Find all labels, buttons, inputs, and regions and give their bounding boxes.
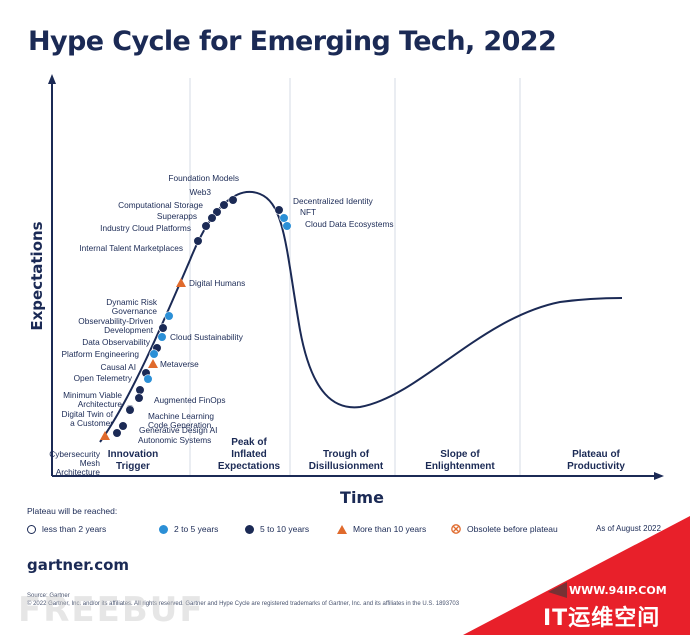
label-dynamic-risk-governance: Dynamic Risk Governance <box>106 297 158 316</box>
marker-metaverse-triangle-icon <box>148 359 158 368</box>
marker-decentralized-identity <box>274 205 284 215</box>
marker-cloud-sustainability <box>157 332 167 342</box>
phase-label-slope: Slope of Enlightenment <box>425 449 495 472</box>
legend-item-obsolete: Obsolete before plateau <box>451 524 558 534</box>
phase-label-innovation-trigger: Innovation Trigger <box>108 449 159 472</box>
label-industry-cloud-platforms: Industry Cloud Platforms <box>100 223 191 233</box>
badge-triangle <box>463 516 690 635</box>
legend-item-less-than-2: less than 2 years <box>27 524 106 534</box>
label-cloud-data-ecosystems: Cloud Data Ecosystems <box>305 219 394 229</box>
legend-item-more-than-10: More than 10 years <box>337 524 426 534</box>
crossed-circle-icon <box>451 524 461 534</box>
as-of-date: As of August 2022 <box>596 524 661 533</box>
marker-generative-design-ai <box>118 421 128 431</box>
label-superapps: Superapps <box>157 211 197 221</box>
phase-dividers <box>189 78 521 476</box>
phase-label-plateau: Plateau of Productivity <box>567 449 625 472</box>
phase-label-trough: Trough of Disillusionment <box>309 449 384 472</box>
marker-platform-engineering <box>149 349 159 359</box>
marker-computational-storage <box>212 207 222 217</box>
label-decentralized-identity: Decentralized Identity <box>293 196 374 206</box>
marker-cloud-data-ecosystems <box>282 221 292 231</box>
label-minimum-viable-architecture: Minimum Viable Architecture <box>63 390 122 409</box>
legend-title: Plateau will be reached: <box>27 506 118 516</box>
label-computational-storage: Computational Storage <box>118 200 203 210</box>
marker-web3 <box>219 200 229 210</box>
source-line: Source: Gartner <box>27 593 70 599</box>
label-open-telemetry: Open Telemetry <box>74 373 133 383</box>
label-machine-learning-code-generation: Machine Learning Code Generation <box>148 411 214 430</box>
badge-url: WWW.94IP.COM <box>569 584 667 597</box>
legend-label: Obsolete before plateau <box>467 524 558 534</box>
triangle-icon <box>337 524 347 534</box>
legend-item-2-to-5: 2 to 5 years <box>159 524 218 534</box>
y-axis-label: Expectations <box>28 221 46 330</box>
marker-nft <box>279 213 289 223</box>
badge-shadow <box>548 582 567 598</box>
marker-cybersecurity-mesh-architecture-triangle-icon <box>100 431 110 440</box>
label-nft: NFT <box>300 207 316 217</box>
legend: Plateau will be reached: less than 2 yea… <box>27 506 667 546</box>
marker-augmented-finops <box>134 393 144 403</box>
marker-internal-talent-marketplaces <box>193 236 203 246</box>
label-digital-twin-of-a-customer: Digital Twin of a Customer <box>62 409 114 428</box>
navy-circle-icon <box>245 524 254 534</box>
legend-label: 5 to 10 years <box>260 524 310 534</box>
x-axis-arrow <box>654 472 664 480</box>
label-web3: Web3 <box>189 187 211 197</box>
label-foundation-models: Foundation Models <box>168 173 239 183</box>
x-axis-label: Time <box>340 488 384 507</box>
marker-dynamic-risk-governance <box>164 311 174 321</box>
label-causal-ai: Causal AI <box>100 362 136 372</box>
label-metaverse: Metaverse <box>160 359 199 369</box>
phase-label-peak: Peak of Inflated Expectations <box>218 437 281 472</box>
blue-circle-icon <box>159 524 168 534</box>
copyright-line: © 2022 Gartner, Inc. and/or its affiliat… <box>27 601 460 607</box>
label-digital-humans: Digital Humans <box>189 278 245 288</box>
freebuf-watermark: FREEBUF <box>18 590 205 630</box>
label-autonomic-systems: Autonomic Systems <box>138 435 211 445</box>
label-generative-design-ai: Generative Design AI <box>139 425 217 435</box>
marker-autonomic-systems <box>112 428 122 438</box>
marker-foundation-models <box>228 195 238 205</box>
label-internal-talent-marketplaces: Internal Talent Marketplaces <box>79 243 183 253</box>
hype-cycle-chart: Expectations Time Innovation Trigger Peak… <box>28 74 664 507</box>
label-cybersecurity-mesh-architecture: Cybersecurity Mesh Architecture <box>49 449 101 477</box>
technology-markers: Foundation Models Web3 Computational Stora… <box>49 173 393 477</box>
label-observability-driven-development: Observability-Driven Development <box>78 316 153 335</box>
marker-open-telemetry <box>143 374 153 384</box>
source-text: Source: Gartner © 2022 Gartner, Inc. and… <box>27 592 459 608</box>
legend-label: More than 10 years <box>353 524 427 534</box>
label-data-observability: Data Observability <box>82 337 151 347</box>
marker-industry-cloud-platforms <box>201 221 211 231</box>
label-augmented-finops: Augmented FinOps <box>154 395 225 405</box>
gartner-site-link[interactable]: gartner.com <box>27 556 130 574</box>
marker-superapps <box>207 213 217 223</box>
marker-machine-learning-code-generation <box>125 405 135 415</box>
y-axis-arrow <box>48 74 56 84</box>
label-cloud-sustainability: Cloud Sustainability <box>170 332 244 342</box>
marker-observability-driven-development <box>158 323 168 333</box>
legend-label: 2 to 5 years <box>174 524 219 534</box>
legend-label: less than 2 years <box>42 524 107 534</box>
badge-name: IT运维空间 <box>543 606 661 631</box>
marker-digital-humans-triangle-icon <box>176 278 186 287</box>
phase-labels: Innovation Trigger Peak of Inflated Expecta… <box>108 437 626 472</box>
legend-item-5-to-10: 5 to 10 years <box>245 524 309 534</box>
label-platform-engineering: Platform Engineering <box>62 349 140 359</box>
hollow-circle-icon <box>27 524 36 534</box>
chart-title: Hype Cycle for Emerging Tech, 2022 <box>28 26 557 57</box>
